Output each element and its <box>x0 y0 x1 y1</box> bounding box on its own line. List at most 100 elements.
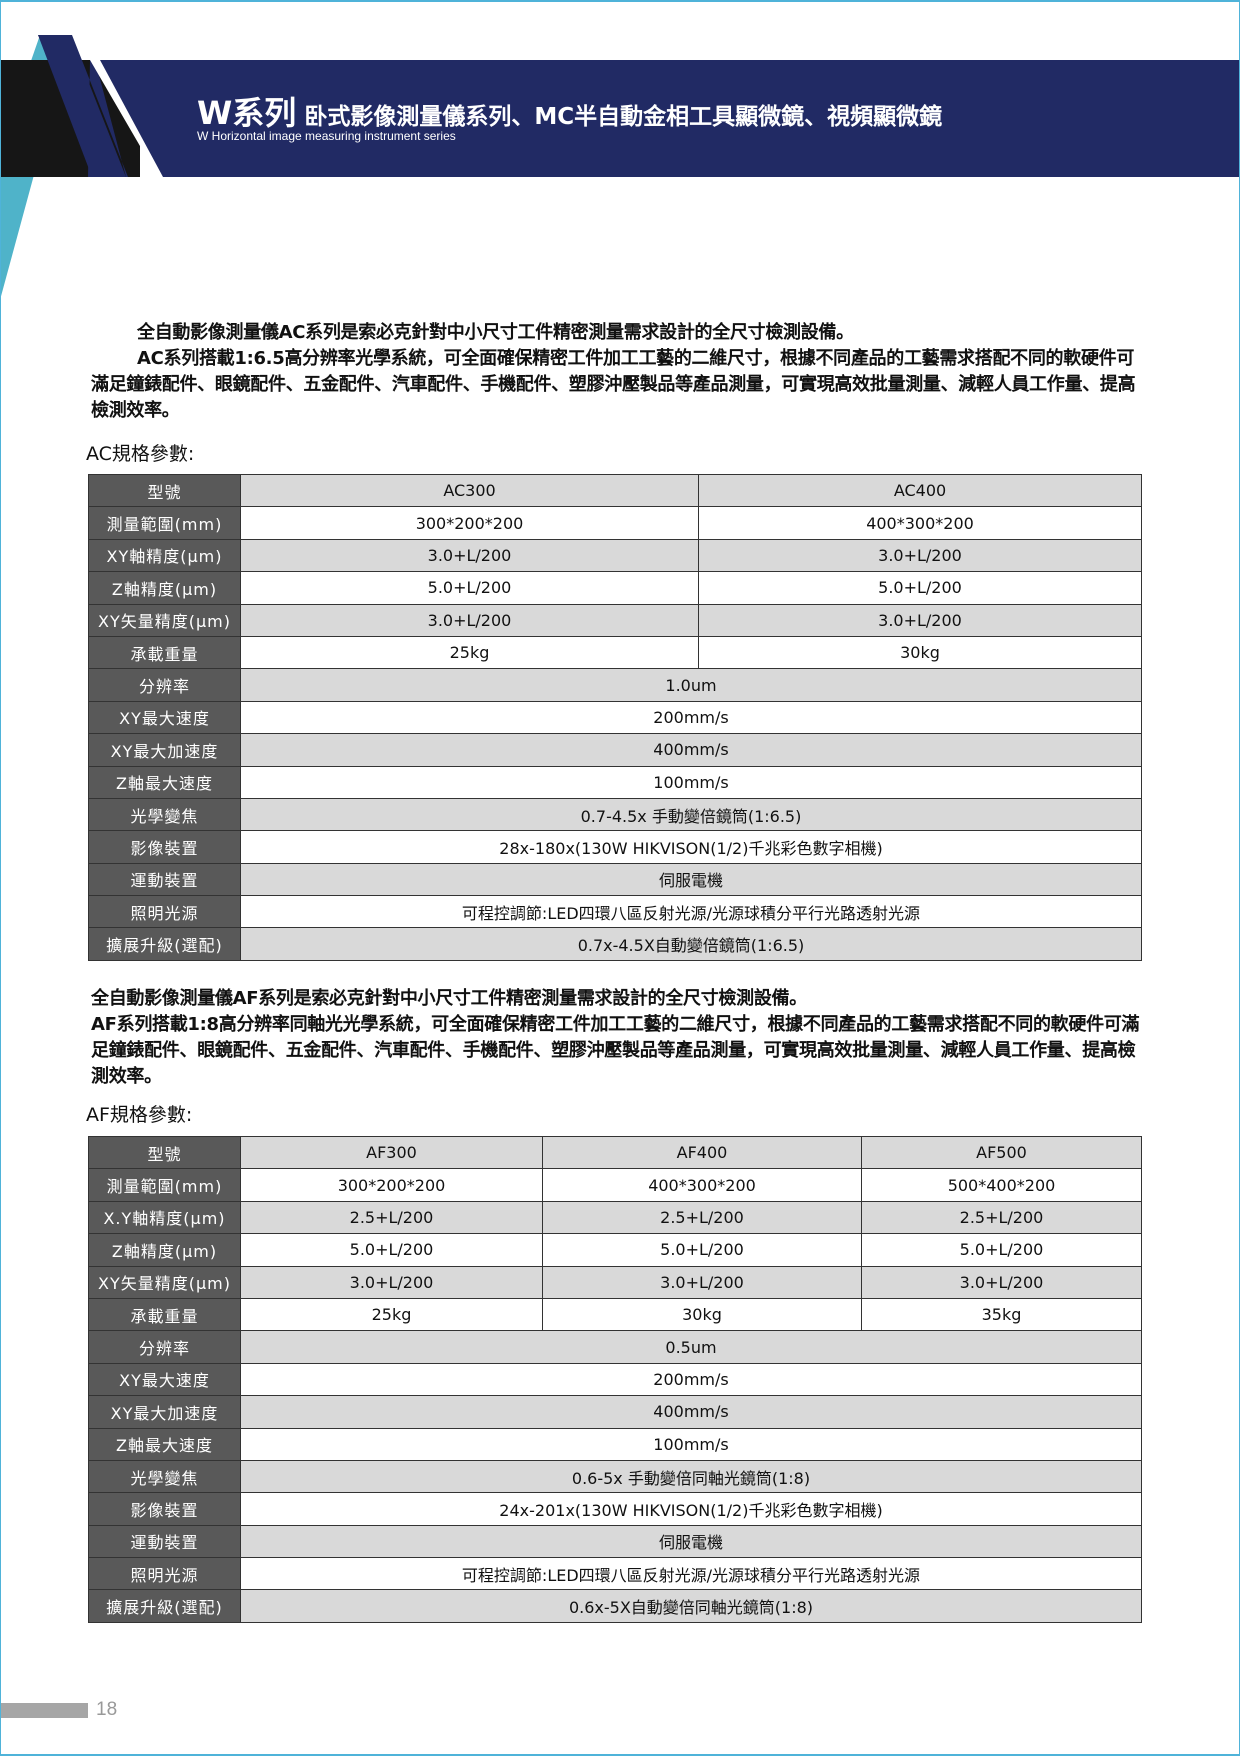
row-value: 3.0+L/200 <box>698 603 1142 637</box>
row-value: 100mm/s <box>240 1427 1142 1461</box>
row-value: 28x-180x(130W HIKVISON(1/2)千兆彩色數字相機) <box>240 830 1142 864</box>
table-row: 分辨率 0.5um <box>88 1330 1142 1364</box>
row-value: 2.5+L/200 <box>542 1200 862 1235</box>
row-label: 照明光源 <box>88 1557 241 1591</box>
table-row: 影像裝置 28x-180x(130W HIKVISON(1/2)千兆彩色數字相機) <box>88 830 1142 864</box>
ac-spec-table: 型號 AC300 AC400 測量範圍(mm) 300*200*200 400*300*2… <box>88 473 1142 961</box>
row-value: 0.6-5x 手動變倍同軸光鏡筒(1:8) <box>240 1459 1142 1494</box>
table-row: Z軸最大速度 100mm/s <box>88 765 1142 799</box>
row-value: 2.5+L/200 <box>240 1200 543 1235</box>
ac-para-2: AC系列搭載1:6.5高分辨率光學系統，可全面確保精密工件加工工藝的二維尺寸，根… <box>91 348 1136 421</box>
af-description: 全自動影像測量儀AF系列是索必克針對中小尺寸工件精密測量需求設計的全尺寸檢測設備… <box>91 986 1143 1090</box>
ac-para-1: 全自動影像測量儀AC系列是索必克針對中小尺寸工件精密測量需求設計的全尺寸檢測設備… <box>137 322 854 343</box>
table-row: 分辨率 1.0um <box>88 668 1142 702</box>
row-label: 承載重量 <box>88 1297 241 1332</box>
row-value: 25kg <box>240 1297 543 1332</box>
table-row: Z軸精度(μm) 5.0+L/200 5.0+L/200 <box>88 571 1142 605</box>
row-value: 3.0+L/200 <box>542 1265 862 1299</box>
table-row: 運動裝置 伺服電機 <box>88 1524 1142 1559</box>
row-label: Z軸精度(μm) <box>88 1233 241 1267</box>
row-label: 型號 <box>88 473 241 508</box>
row-label: Z軸精度(μm) <box>88 571 241 605</box>
row-label: XY矢量精度(μm) <box>88 1265 241 1299</box>
row-value: 400mm/s <box>240 733 1142 767</box>
table-row: 型號 AF300 AF400 AF500 <box>88 1135 1142 1170</box>
row-value: 300*200*200 <box>240 1168 543 1202</box>
table-row: 型號 AC300 AC400 <box>88 473 1142 508</box>
row-label: 承載重量 <box>88 635 241 670</box>
row-label: Z軸最大速度 <box>88 1427 241 1461</box>
row-label: 擴展升級(選配) <box>88 1589 241 1623</box>
row-value: 400*300*200 <box>542 1168 862 1202</box>
table-row: 測量範圍(mm) 300*200*200 400*300*200 <box>88 506 1142 540</box>
table-row: 運動裝置 伺服電機 <box>88 862 1142 897</box>
row-value: 400mm/s <box>240 1395 1142 1429</box>
row-value: 100mm/s <box>240 765 1142 799</box>
series-name: W系列 <box>197 94 297 132</box>
row-label: 影像裝置 <box>88 1492 241 1526</box>
row-value: AF400 <box>542 1135 862 1170</box>
row-value: 3.0+L/200 <box>698 538 1142 573</box>
header-decoration <box>0 35 1240 300</box>
row-value: 0.5um <box>240 1330 1142 1364</box>
af-spec-table: 型號 AF300 AF400 AF500 測量範圍(mm) 300*200*200 400*… <box>88 1135 1142 1623</box>
row-label: XY最大加速度 <box>88 733 241 767</box>
header-title: W系列 卧式影像測量儀系列、MC半自動金相工具顯微鏡、視頻顯微鏡 <box>197 88 942 134</box>
row-value: 可程控調節:LED四環八區反射光源/光源球積分平行光路透射光源 <box>240 895 1142 929</box>
row-value: 3.0+L/200 <box>240 603 699 637</box>
row-value: 400*300*200 <box>698 506 1142 540</box>
table-row: 擴展升級(選配) 0.7x-4.5X自動變倍鏡筒(1:6.5) <box>88 927 1142 961</box>
row-label: 運動裝置 <box>88 862 241 897</box>
row-value: 3.0+L/200 <box>240 1265 543 1299</box>
row-value: 伺服電機 <box>240 1524 1142 1559</box>
row-value: 1.0um <box>240 668 1142 702</box>
row-label: 分辨率 <box>88 1330 241 1364</box>
row-label: 測量範圍(mm) <box>88 1168 241 1202</box>
table-row: Z軸最大速度 100mm/s <box>88 1427 1142 1461</box>
table-row: 影像裝置 24x-201x(130W HIKVISON(1/2)千兆彩色數字相機) <box>88 1492 1142 1526</box>
row-value: 30kg <box>698 635 1142 670</box>
table-row: XY軸精度(μm) 3.0+L/200 3.0+L/200 <box>88 538 1142 573</box>
table-row: XY最大加速度 400mm/s <box>88 1395 1142 1429</box>
row-label: 影像裝置 <box>88 830 241 864</box>
row-label: 光學變焦 <box>88 1459 241 1494</box>
row-value: 0.6x-5X自動變倍同軸光鏡筒(1:8) <box>240 1589 1142 1623</box>
row-label: 光學變焦 <box>88 797 241 832</box>
row-value: 伺服電機 <box>240 862 1142 897</box>
row-value: AC400 <box>698 473 1142 508</box>
row-label: 擴展升級(選配) <box>88 927 241 961</box>
row-label: X.Y軸精度(μm) <box>88 1200 241 1235</box>
table-row: 照明光源 可程控調節:LED四環八區反射光源/光源球積分平行光路透射光源 <box>88 1557 1142 1591</box>
row-label: XY最大速度 <box>88 700 241 735</box>
page-number: 18 <box>96 1699 118 1720</box>
row-value: 300*200*200 <box>240 506 699 540</box>
row-label: XY矢量精度(μm) <box>88 603 241 637</box>
row-value: 5.0+L/200 <box>861 1233 1142 1267</box>
table-row: 擴展升級(選配) 0.6x-5X自動變倍同軸光鏡筒(1:8) <box>88 1589 1142 1623</box>
af-para-1: 全自動影像測量儀AF系列是索必克針對中小尺寸工件精密測量需求設計的全尺寸檢測設備… <box>91 988 807 1009</box>
row-label: 運動裝置 <box>88 1524 241 1559</box>
row-value: 5.0+L/200 <box>240 571 699 605</box>
row-value: 200mm/s <box>240 1362 1142 1397</box>
header-subtitle: W Horizontal image measuring instrument … <box>197 129 456 143</box>
row-value: AC300 <box>240 473 699 508</box>
row-value: 35kg <box>861 1297 1142 1332</box>
table-row: 承載重量 25kg 30kg <box>88 635 1142 670</box>
table-row: XY最大速度 200mm/s <box>88 700 1142 735</box>
row-label: 照明光源 <box>88 895 241 929</box>
row-label: 型號 <box>88 1135 241 1170</box>
row-value: 24x-201x(130W HIKVISON(1/2)千兆彩色數字相機) <box>240 1492 1142 1526</box>
table-row: 光學變焦 0.7-4.5x 手動變倍鏡筒(1:6.5) <box>88 797 1142 832</box>
af-section-title: AF規格參數: <box>86 1104 193 1126</box>
ac-description: 全自動影像測量儀AC系列是索必克針對中小尺寸工件精密測量需求設計的全尺寸檢測設備… <box>91 320 1143 424</box>
row-label: Z軸最大速度 <box>88 765 241 799</box>
row-label: 分辨率 <box>88 668 241 702</box>
page-number-bar <box>0 1703 88 1718</box>
row-value: 5.0+L/200 <box>240 1233 543 1267</box>
row-value: 500*400*200 <box>861 1168 1142 1202</box>
row-value: 25kg <box>240 635 699 670</box>
table-row: 光學變焦 0.6-5x 手動變倍同軸光鏡筒(1:8) <box>88 1459 1142 1494</box>
table-row: XY最大加速度 400mm/s <box>88 733 1142 767</box>
table-row: 承載重量 25kg 30kg 35kg <box>88 1297 1142 1332</box>
row-value: AF300 <box>240 1135 543 1170</box>
